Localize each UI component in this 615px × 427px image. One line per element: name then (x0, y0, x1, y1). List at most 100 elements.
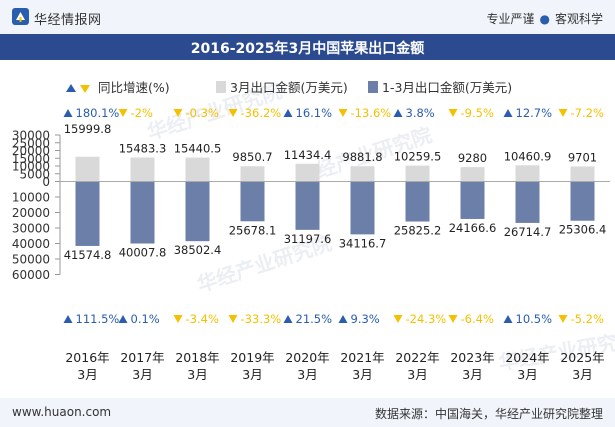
growth-march-label: -9.5% (461, 106, 494, 120)
growth-down-icon (228, 315, 238, 323)
growth-cumulative-label: 21.5% (296, 312, 333, 326)
growth-down-icon (393, 315, 403, 323)
march-bar (240, 166, 265, 182)
growth-up-icon (63, 109, 73, 117)
cumulative-bar (185, 181, 210, 242)
growth-down-icon (558, 109, 568, 117)
growth-cumulative-label: 9.3% (351, 312, 380, 326)
growth-up-icon (503, 315, 513, 323)
y-tick-label: 15000 (12, 152, 50, 166)
growth-march-label: -13.6% (351, 106, 392, 120)
bottom-bar (0, 398, 615, 427)
growth-down-icon (448, 315, 458, 323)
x-category-month-label: 3月 (517, 367, 537, 382)
x-category-month-label: 3月 (352, 367, 372, 382)
march-value-label: 9850.7 (232, 150, 272, 164)
y-tick-label: 30000 (12, 129, 50, 143)
march-bar (460, 167, 485, 182)
x-category-month-label: 3月 (462, 367, 482, 382)
cumulative-bar (130, 181, 155, 244)
cumulative-bar (240, 181, 265, 222)
x-category-month-label: 3月 (242, 367, 262, 382)
growth-cumulative-label: -33.3% (241, 312, 282, 326)
x-category-year-label: 2023年 (450, 350, 494, 365)
y-tick-label: 20000 (12, 206, 50, 220)
growth-up-icon (503, 109, 513, 117)
growth-march-label: 12.7% (516, 106, 553, 120)
growth-down-icon (173, 315, 183, 323)
x-category-month-label: 3月 (187, 367, 207, 382)
x-category-month-label: 3月 (572, 367, 592, 382)
y-tick-label: 10000 (12, 160, 50, 174)
growth-up-icon (63, 315, 73, 323)
growth-down-icon (228, 109, 238, 117)
x-category-month-label: 3月 (77, 367, 97, 382)
cumulative-value-label: 25678.1 (229, 223, 277, 237)
legend-down-triangle-icon (80, 85, 90, 93)
x-category-year-label: 2025年 (560, 350, 604, 365)
tagline: 专业严谨 ● 客观科学 (486, 10, 603, 27)
march-value-label: 15999.8 (64, 122, 112, 136)
cumulative-value-label: 31197.6 (284, 232, 332, 246)
tagline-right: 客观科学 (554, 12, 603, 26)
march-bar (185, 157, 210, 182)
march-value-label: 15440.5 (174, 142, 222, 156)
cumulative-bar (405, 181, 430, 222)
legend-cumulative-label: 1-3月出口金额(万美元) (382, 80, 512, 95)
cumulative-bar (350, 181, 375, 235)
march-bar (405, 165, 430, 182)
march-bar (295, 163, 320, 182)
y-tick-label: 20000 (12, 144, 50, 158)
growth-up-icon (338, 315, 348, 323)
march-value-label: 15483.3 (119, 142, 167, 156)
march-bar (75, 156, 100, 182)
growth-down-icon (118, 109, 128, 117)
legend-march-swatch (216, 81, 226, 93)
cumulative-value-label: 38502.4 (174, 243, 222, 257)
chart: 同比增速(%) 3月出口金额(万美元) 1-3月出口金额(万美元)华经产业研究院华经… (12, 79, 615, 382)
cumulative-bar (295, 181, 320, 230)
x-category-year-label: 2016年 (65, 350, 109, 365)
march-value-label: 9881.8 (342, 150, 382, 164)
legend-cumulative-swatch (368, 81, 378, 93)
separator-dot-icon: ● (539, 12, 550, 26)
y-tick-label: 10000 (12, 191, 50, 205)
cumulative-value-label: 41574.8 (64, 248, 112, 262)
march-bar (350, 166, 375, 182)
data-source: 数据来源：中国海关，华经产业研究院整理 (374, 407, 603, 421)
x-category-month-label: 3月 (407, 367, 427, 382)
cumulative-value-label: 25306.4 (559, 223, 607, 237)
x-category-year-label: 2017年 (120, 350, 164, 365)
march-bar (570, 166, 595, 182)
cumulative-value-label: 24166.6 (449, 221, 497, 235)
cumulative-value-label: 40007.8 (119, 246, 167, 260)
cumulative-bar (460, 181, 485, 219)
march-value-label: 9280 (458, 151, 487, 165)
top-bar (0, 0, 615, 34)
growth-march-label: 180.1% (76, 106, 120, 120)
growth-march-label: 3.8% (406, 106, 435, 120)
growth-march-label: -7.2% (571, 106, 604, 120)
x-category-year-label: 2022年 (395, 350, 439, 365)
x-category-year-label: 2019年 (230, 350, 274, 365)
growth-up-icon (393, 109, 403, 117)
march-value-label: 11434.4 (284, 148, 332, 162)
y-tick-label: 25000 (12, 136, 50, 150)
chart-title: 2016-2025年3月中国苹果出口金额 (190, 41, 425, 57)
growth-cumulative-label: -5.2% (571, 312, 604, 326)
brand-name: 华经情报网 (34, 13, 102, 28)
growth-up-icon (283, 315, 293, 323)
growth-march-label: 16.1% (296, 106, 333, 120)
growth-cumulative-label: 111.5% (76, 312, 120, 326)
growth-cumulative-label: 10.5% (516, 312, 553, 326)
y-tick-label: 0 (42, 175, 50, 189)
cumulative-value-label: 26714.7 (504, 225, 552, 239)
legend-up-triangle-icon (66, 84, 76, 92)
cumulative-bar (75, 181, 100, 246)
march-bar (130, 157, 155, 182)
growth-cumulative-label: -6.4% (461, 312, 494, 326)
growth-down-icon (448, 109, 458, 117)
website-link[interactable]: www.huaon.com (12, 405, 112, 419)
tagline-left: 专业严谨 (486, 12, 535, 26)
march-bar (515, 165, 540, 182)
